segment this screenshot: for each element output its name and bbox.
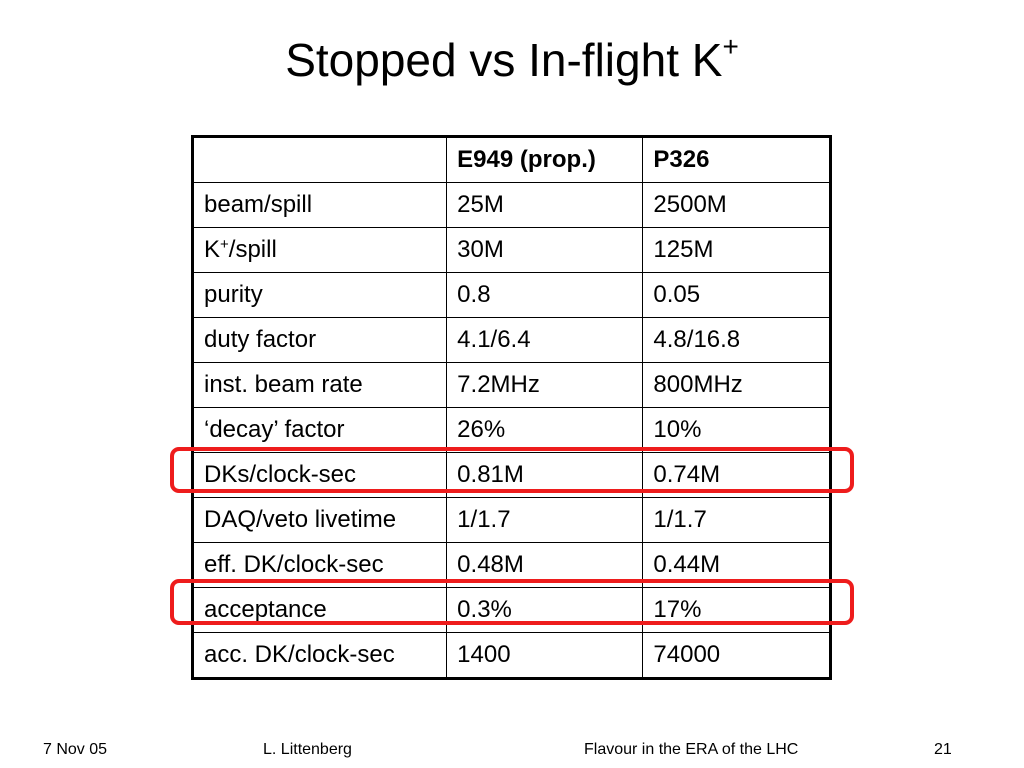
row-label-k: K [204,236,221,263]
table-row: ‘decay’ factor 26% 10% [191,407,831,453]
header-cell-p326: P326 [642,136,831,183]
cell-p326: 10% [642,407,831,453]
table-row: K+/spill 30M 125M [191,227,831,273]
footer-page-number: 21 [934,741,952,758]
table-row-highlighted: acceptance 0.3% 17% [191,587,831,633]
highlight-box-dks-row [170,447,854,493]
row-label-rest: /spill [228,236,277,263]
cell-p326: 2500M [642,182,831,228]
table-row: inst. beam rate 7.2MHz 800MHz [191,362,831,408]
table-row: DAQ/veto livetime 1/1.7 1/1.7 [191,497,831,543]
cell-p326: 0.05 [642,272,831,318]
header-cell-e949: E949 (prop.) [446,136,644,183]
row-label: acc. DK/clock-sec [191,632,448,679]
footer-event: Flavour in the ERA of the LHC [584,741,799,758]
footer-author: L. Littenberg [263,741,352,758]
cell-e949: 1400 [446,632,644,679]
slide-title-superscript: + [722,31,739,62]
table-row: purity 0.8 0.05 [191,272,831,318]
row-label: K+/spill [191,227,448,273]
cell-p326: 125M [642,227,831,273]
cell-p326: 1/1.7 [642,497,831,543]
cell-e949: 25M [446,182,644,228]
row-label: acceptance [191,587,448,633]
row-label: purity [191,272,448,318]
table-row: duty factor 4.1/6.4 4.8/16.8 [191,317,831,363]
cell-e949: 26% [446,407,644,453]
table-header-row: E949 (prop.) P326 [191,136,831,183]
cell-p326: 74000 [642,632,831,679]
cell-e949: 7.2MHz [446,362,644,408]
cell-e949: 0.8 [446,272,644,318]
footer-date: 7 Nov 05 [43,741,108,758]
highlight-box-acceptance-row [170,579,854,625]
header-cell-empty [191,136,448,183]
comparison-table: E949 (prop.) P326 beam/spill 25M 2500M K… [191,135,832,680]
cell-p326: 17% [642,587,831,633]
cell-p326: 4.8/16.8 [642,317,831,363]
cell-e949: 1/1.7 [446,497,644,543]
table-row: beam/spill 25M 2500M [191,182,831,228]
table-row: acc. DK/clock-sec 1400 74000 [191,632,831,679]
row-label: ‘decay’ factor [191,407,448,453]
row-label-superscript: + [220,236,229,253]
cell-e949: 30M [446,227,644,273]
cell-p326: 800MHz [642,362,831,408]
row-label: inst. beam rate [191,362,448,408]
row-label: DAQ/veto livetime [191,497,448,543]
row-label: beam/spill [191,182,448,228]
slide-title-text: Stopped vs In-flight K [285,34,723,86]
slide-title: Stopped vs In-flight K+ [0,30,1024,90]
row-label: duty factor [191,317,448,363]
cell-e949: 4.1/6.4 [446,317,644,363]
